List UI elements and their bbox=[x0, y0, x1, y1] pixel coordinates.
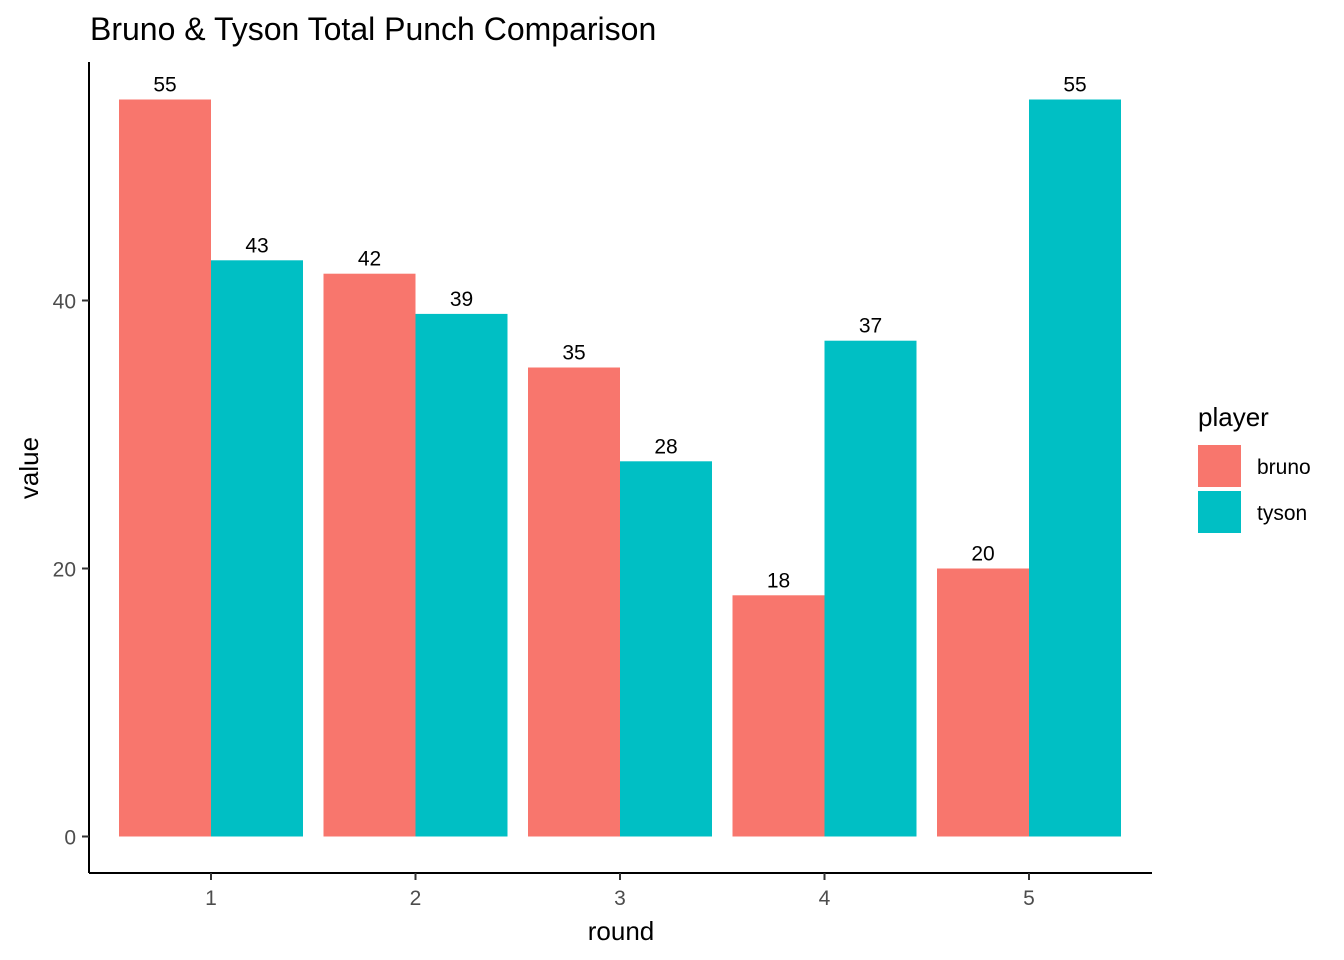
data-label-tyson-round-5: 55 bbox=[1063, 74, 1086, 97]
data-label-tyson-round-3: 28 bbox=[654, 435, 677, 458]
bar-bruno-round-2 bbox=[323, 273, 416, 837]
legend-label-bruno: bruno bbox=[1257, 456, 1311, 479]
legend-label-tyson: tyson bbox=[1257, 502, 1307, 525]
x-tick-label-5: 5 bbox=[1023, 887, 1035, 910]
bar-tyson-round-1 bbox=[211, 260, 303, 837]
y-tick-label-40: 40 bbox=[53, 291, 76, 314]
data-label-tyson-round-4: 37 bbox=[859, 315, 882, 338]
data-labels-layer: 55 43 42 39 35 28 18 37 20 55 bbox=[153, 74, 1086, 593]
x-tick-label-1: 1 bbox=[205, 887, 217, 910]
x-axis-title: round bbox=[588, 916, 655, 946]
data-label-bruno-round-1: 55 bbox=[153, 74, 176, 97]
x-tick-label-4: 4 bbox=[819, 887, 831, 910]
x-ticks-layer: 1 2 3 4 5 bbox=[205, 873, 1035, 910]
x-tick-label-3: 3 bbox=[614, 887, 626, 910]
bar-bruno-round-5 bbox=[937, 568, 1029, 837]
bar-tyson-round-3 bbox=[620, 461, 712, 837]
bar-bruno-round-4 bbox=[732, 595, 825, 837]
bar-bruno-round-3 bbox=[528, 367, 620, 837]
legend: player bruno tyson bbox=[1198, 402, 1311, 533]
chart-title: Bruno & Tyson Total Punch Comparison bbox=[90, 11, 656, 47]
legend-items: bruno tyson bbox=[1198, 445, 1311, 533]
data-label-bruno-round-3: 35 bbox=[562, 342, 585, 365]
y-ticks-layer: 0 20 40 bbox=[53, 291, 89, 850]
y-axis-title: value bbox=[14, 437, 44, 499]
data-label-bruno-round-5: 20 bbox=[971, 543, 994, 566]
bar-tyson-round-2 bbox=[415, 313, 508, 837]
data-label-bruno-round-2: 42 bbox=[358, 248, 381, 271]
bars-layer bbox=[119, 99, 1121, 837]
bar-tyson-round-5 bbox=[1029, 99, 1121, 837]
data-label-tyson-round-1: 43 bbox=[245, 234, 268, 257]
x-tick-label-2: 2 bbox=[410, 887, 422, 910]
legend-key-tyson bbox=[1198, 491, 1241, 533]
data-label-tyson-round-2: 39 bbox=[450, 288, 473, 311]
legend-key-bruno bbox=[1198, 445, 1241, 487]
y-tick-label-0: 0 bbox=[64, 827, 76, 850]
bar-bruno-round-1 bbox=[119, 99, 211, 837]
legend-title: player bbox=[1198, 402, 1269, 432]
data-label-bruno-round-4: 18 bbox=[767, 569, 790, 592]
bar-tyson-round-4 bbox=[824, 340, 917, 837]
y-tick-label-20: 20 bbox=[53, 559, 76, 582]
